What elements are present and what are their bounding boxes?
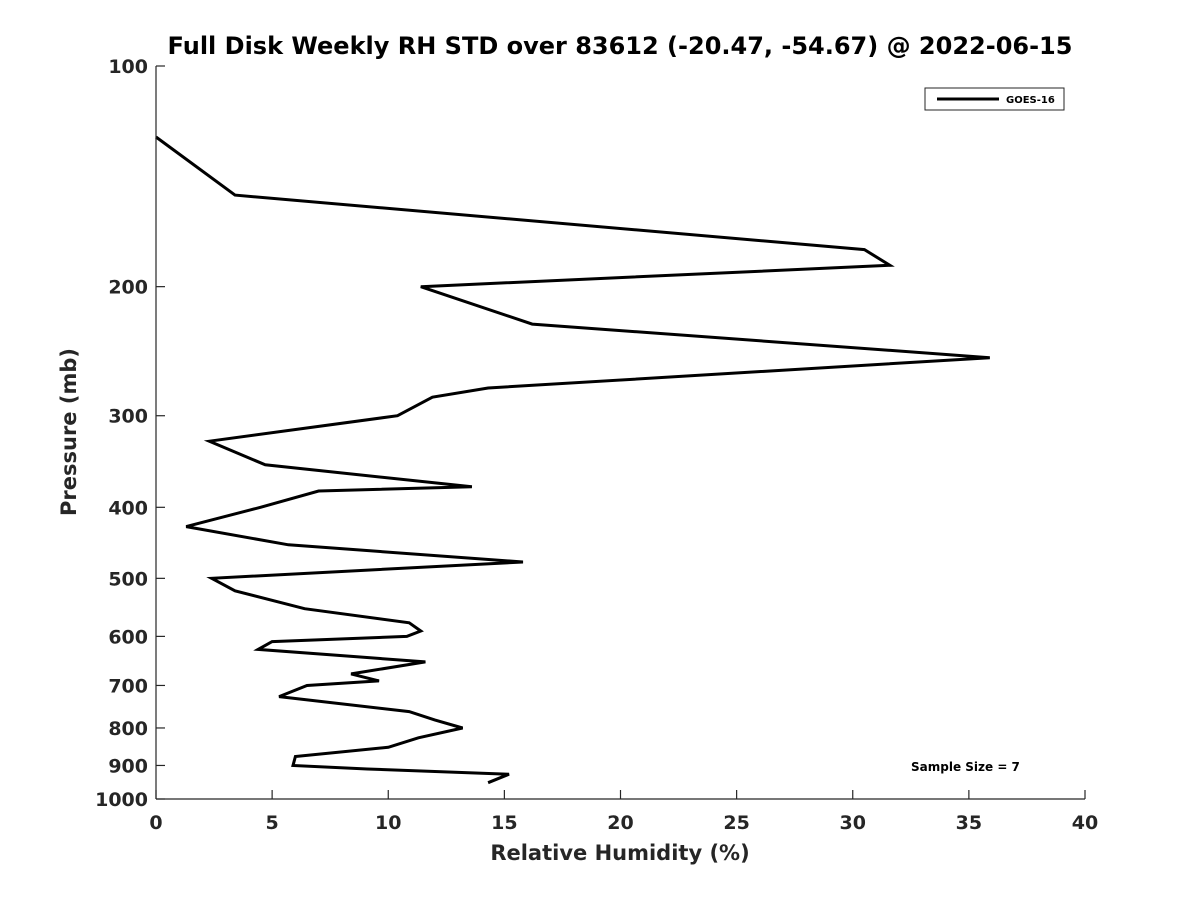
x-axis-label: Relative Humidity (%) [490,841,749,865]
y-tick-label: 400 [108,497,148,519]
y-tick-label: 700 [108,675,148,697]
x-tick-label: 35 [956,812,982,834]
x-tick-label: 40 [1072,812,1098,834]
y-tick-label: 900 [108,755,148,777]
y-axis-ticks: 100 200 300 400 500 600 700 800 900 1000 [95,56,165,811]
y-axis-label: Pressure (mb) [57,348,81,516]
series-line-goes-16 [155,135,990,785]
plot-area [156,66,1085,799]
x-axis-ticks: 0 5 10 15 20 25 30 35 40 [149,790,1098,834]
y-tick-label: 100 [108,56,148,78]
y-tick-label: 500 [108,568,148,590]
y-tick-label: 200 [108,277,148,299]
y-tick-label: 600 [108,626,148,648]
x-tick-label: 0 [149,812,162,834]
x-tick-label: 5 [266,812,279,834]
sample-size-annotation: Sample Size = 7 [911,760,1020,774]
chart-title: Full Disk Weekly RH STD over 83612 (-20.… [168,32,1073,60]
y-tick-label: 300 [108,406,148,428]
x-tick-label: 20 [607,812,633,834]
x-tick-label: 25 [723,812,749,834]
x-tick-label: 10 [375,812,401,834]
legend: GOES-16 [924,87,1065,111]
legend-label-goes-16: GOES-16 [1006,95,1055,106]
series-group [155,135,990,785]
y-tick-label: 1000 [95,789,148,811]
y-tick-label: 800 [108,718,148,740]
x-tick-label: 15 [491,812,517,834]
x-tick-label: 30 [840,812,866,834]
